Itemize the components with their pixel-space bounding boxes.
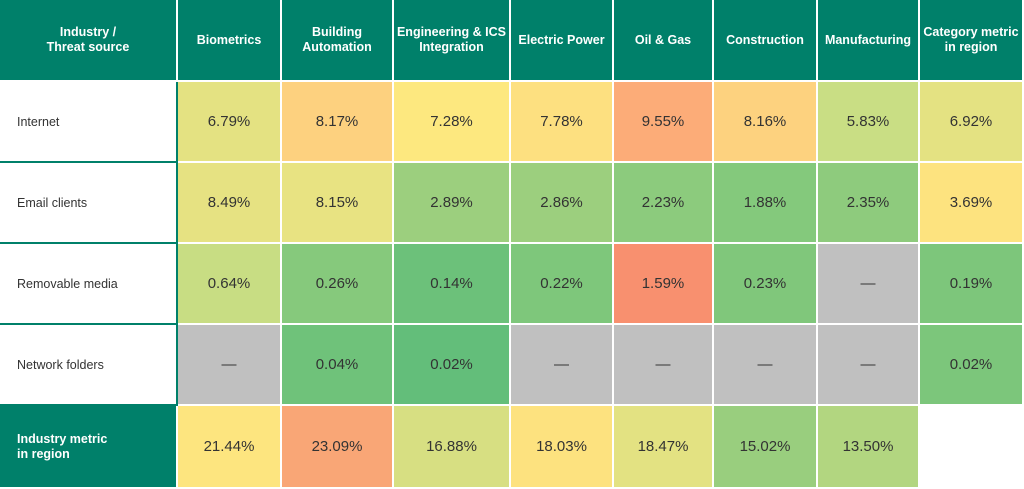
- value-cell: 6.92%: [920, 82, 1024, 163]
- value-cell: 18.47%: [614, 406, 714, 489]
- row-label: Network folders: [0, 325, 178, 406]
- header-cell: Oil & Gas: [614, 0, 714, 82]
- value-cell: —: [614, 325, 714, 406]
- header-cell: Engineering & ICS Integration: [394, 0, 511, 82]
- value-cell: 21.44%: [178, 406, 282, 489]
- value-cell: 0.23%: [714, 244, 818, 325]
- value-cell: 3.69%: [920, 163, 1024, 244]
- header-cell: Electric Power: [511, 0, 614, 82]
- footer-label: Industry metric in region: [0, 406, 178, 489]
- row-label: Internet: [0, 82, 178, 163]
- value-cell: 8.16%: [714, 82, 818, 163]
- value-cell: 8.17%: [282, 82, 394, 163]
- value-cell: 7.78%: [511, 82, 614, 163]
- row-label: Email clients: [0, 163, 178, 244]
- value-cell: 6.79%: [178, 82, 282, 163]
- value-cell: 0.26%: [282, 244, 394, 325]
- value-cell: 0.02%: [394, 325, 511, 406]
- header-cell: Biometrics: [178, 0, 282, 82]
- value-cell: 2.86%: [511, 163, 614, 244]
- header-cell: Category metric in region: [920, 0, 1024, 82]
- value-cell: 15.02%: [714, 406, 818, 489]
- value-cell: 0.64%: [178, 244, 282, 325]
- header-cell: Construction: [714, 0, 818, 82]
- header-cell: Building Automation: [282, 0, 394, 82]
- value-cell: 2.23%: [614, 163, 714, 244]
- value-cell: —: [818, 244, 920, 325]
- row-label: Removable media: [0, 244, 178, 325]
- value-cell: 16.88%: [394, 406, 511, 489]
- header-cell: Industry / Threat source: [0, 0, 178, 82]
- value-cell: 9.55%: [614, 82, 714, 163]
- value-cell: 8.15%: [282, 163, 394, 244]
- value-cell: 2.35%: [818, 163, 920, 244]
- value-cell: —: [178, 325, 282, 406]
- value-cell: 13.50%: [818, 406, 920, 489]
- value-cell: 5.83%: [818, 82, 920, 163]
- value-cell: 2.89%: [394, 163, 511, 244]
- header-cell: Manufacturing: [818, 0, 920, 82]
- value-cell: 0.02%: [920, 325, 1024, 406]
- value-cell: 0.22%: [511, 244, 614, 325]
- value-cell: 0.14%: [394, 244, 511, 325]
- value-cell: 0.04%: [282, 325, 394, 406]
- value-cell: 1.59%: [614, 244, 714, 325]
- value-cell: 7.28%: [394, 82, 511, 163]
- value-cell: 8.49%: [178, 163, 282, 244]
- value-cell: —: [818, 325, 920, 406]
- value-cell: —: [511, 325, 614, 406]
- value-cell: 0.19%: [920, 244, 1024, 325]
- value-cell: 23.09%: [282, 406, 394, 489]
- value-cell: 1.88%: [714, 163, 818, 244]
- value-cell: 18.03%: [511, 406, 614, 489]
- value-cell: —: [714, 325, 818, 406]
